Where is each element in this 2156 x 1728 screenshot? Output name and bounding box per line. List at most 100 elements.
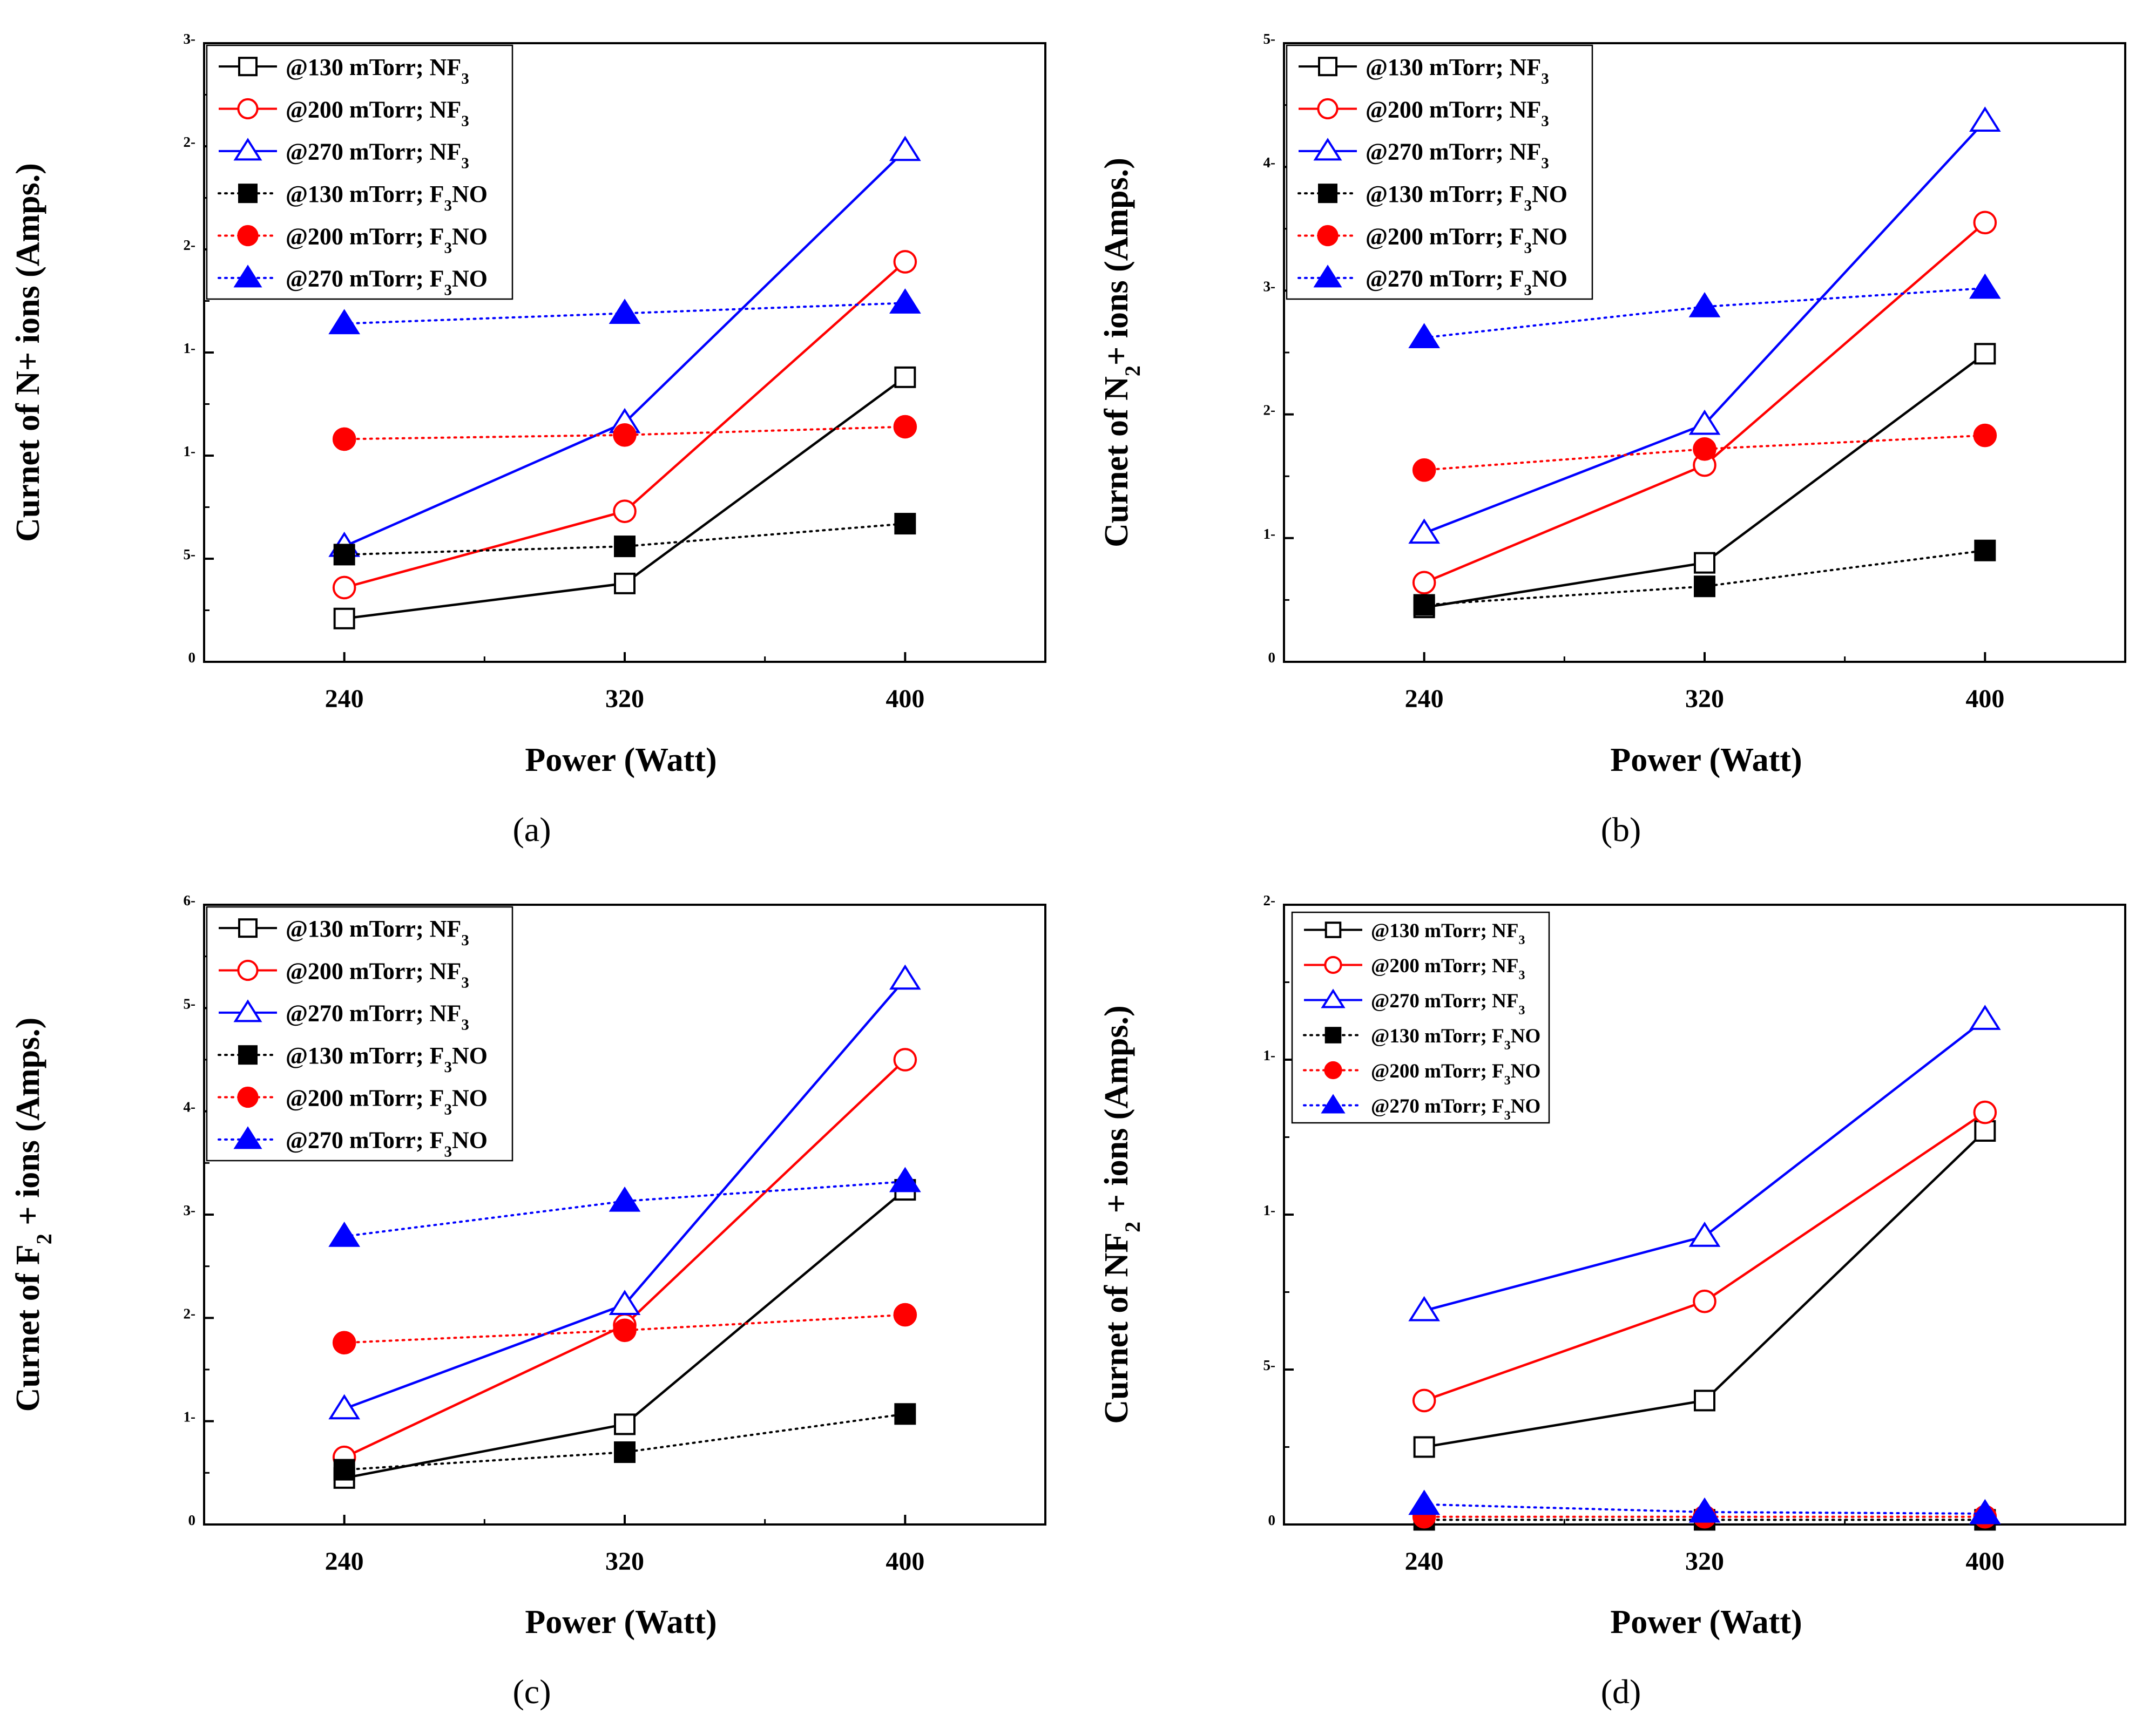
legend-entry: @200 mTorr; F3NO [1371,1060,1540,1088]
data-point [893,250,917,274]
x-tick-label: 320 [605,685,644,713]
legend-entry: @270 mTorr; F3NO [1366,266,1567,299]
legend: @130 mTorr; NF3 @200 mTorr; NF3 @270 mTorr… [206,44,513,300]
legend-entry: @270 mTorr; NF3 [1366,139,1549,172]
legend-marker [1317,225,1339,247]
data-point [889,135,921,161]
data-point [1688,1497,1721,1523]
legend-marker [233,138,262,161]
y-tick-label: 4- [1263,154,1276,171]
data-point [893,415,917,439]
x-tick-label: 400 [1965,685,2004,713]
data-point [1973,423,1997,448]
legend-marker [238,1045,258,1065]
data-point [614,572,636,594]
data-point [1413,594,1435,616]
y-tick-label: 5- [184,546,196,563]
data-point [893,1303,917,1327]
legend-entry: @200 mTorr; F3NO [1366,223,1567,256]
data-point [1969,1005,2001,1030]
x-tick-label: 320 [1685,685,1724,713]
legend-entry: @130 mTorr; NF3 [1366,54,1549,87]
panel-label: (a) [512,810,551,849]
x-axis-title: Power (Watt) [525,742,717,778]
y-tick-label: 1- [1263,1202,1276,1218]
chart-panel-d: 0 5- 1- 1- 2- 240 320 400 Power (Watt) Curnet of … [1098,892,2126,1711]
data-point [1973,1100,1997,1124]
legend-marker [233,1126,262,1149]
data-point [333,544,355,566]
legend-marker [1324,956,1342,974]
series-1 [1412,1100,1997,1413]
y-tick-label: 5- [1263,31,1276,47]
data-point [889,964,921,990]
data-point [1694,575,1715,598]
legend-entry: @200 mTorr; NF3 [1366,96,1549,130]
legend-marker [238,918,258,938]
data-point [1413,1436,1435,1458]
data-point [614,1413,636,1435]
series-4 [332,1303,917,1355]
y-axis-title: Curnet of F2 + ions (Amps.) [10,1018,56,1412]
x-tick-label: 400 [886,685,924,713]
data-point [1412,571,1436,595]
y-tick-label: 1- [184,1409,196,1425]
legend-entry: @130 mTorr; F3NO [286,1042,488,1076]
series-4 [332,415,917,451]
legend-marker [1321,1094,1346,1114]
legend-marker [1321,988,1346,1008]
series-3 [333,513,916,566]
data-point [1694,552,1715,574]
legend-entry: @130 mTorr; F3NO [1371,1025,1540,1053]
data-point [893,1048,917,1072]
legend-box [1286,44,1593,300]
legend-marker [1317,98,1339,120]
legend-entry: @200 mTorr; NF3 [1371,955,1525,982]
data-point [889,1167,921,1192]
panel-label: (b) [1601,810,1641,849]
series-0 [333,366,916,629]
chart-panel-c: 0 1- 2- 3- 4- 5- 6- 240 320 400 Power (Watt) Curnet… [10,892,1046,1711]
x-tick-label: 320 [605,1547,644,1576]
legend-marker [1324,1027,1342,1043]
series-2 [1408,1005,2001,1322]
data-point [328,1394,361,1420]
panel-label: (c) [512,1672,551,1711]
y-axis-title: Curnet of N+ ions (Amps.) [10,163,46,542]
y-tick-label: 1- [1263,526,1276,542]
y-tick-label: 0 [1268,649,1276,666]
data-point [1688,292,1721,317]
data-point [1973,211,1997,235]
chart-panel-b: 0 1- 2- 3- 4- 5- 240 320 400 Power (Watt) Curnet o… [1098,31,2126,849]
data-point [1408,1489,1441,1515]
legend-entry: @200 mTorr; F3NO [286,1085,488,1118]
series-5 [1408,1489,2001,1524]
series-1 [332,250,917,600]
x-tick-label: 240 [1405,685,1444,713]
data-point [1408,1296,1441,1322]
legend-marker [238,184,258,204]
data-point [333,607,355,629]
data-point [1974,1120,1996,1142]
x-tick-label: 320 [1685,1547,1724,1576]
legend-marker [233,265,262,288]
y-tick-label: 0 [188,649,196,666]
y-tick-label: 0 [1268,1512,1276,1528]
x-tick-label: 400 [1965,1547,2004,1576]
panel-label: (d) [1601,1672,1641,1711]
legend-entry: @270 mTorr; F3NO [286,1127,488,1161]
legend-marker [237,1086,259,1108]
data-point [894,513,916,535]
legend-marker [237,225,259,247]
legend: @130 mTorr; NF3 @200 mTorr; NF3 @270 mTorr… [206,906,513,1162]
y-tick-label: 2- [1263,892,1276,909]
data-point [1969,273,2001,299]
legend-marker [237,98,259,120]
data-point [609,1186,641,1212]
series-0 [1413,343,1996,619]
data-point [1688,1222,1721,1247]
data-point [609,1290,641,1316]
legend-box [206,906,513,1162]
data-point [1974,539,1996,561]
